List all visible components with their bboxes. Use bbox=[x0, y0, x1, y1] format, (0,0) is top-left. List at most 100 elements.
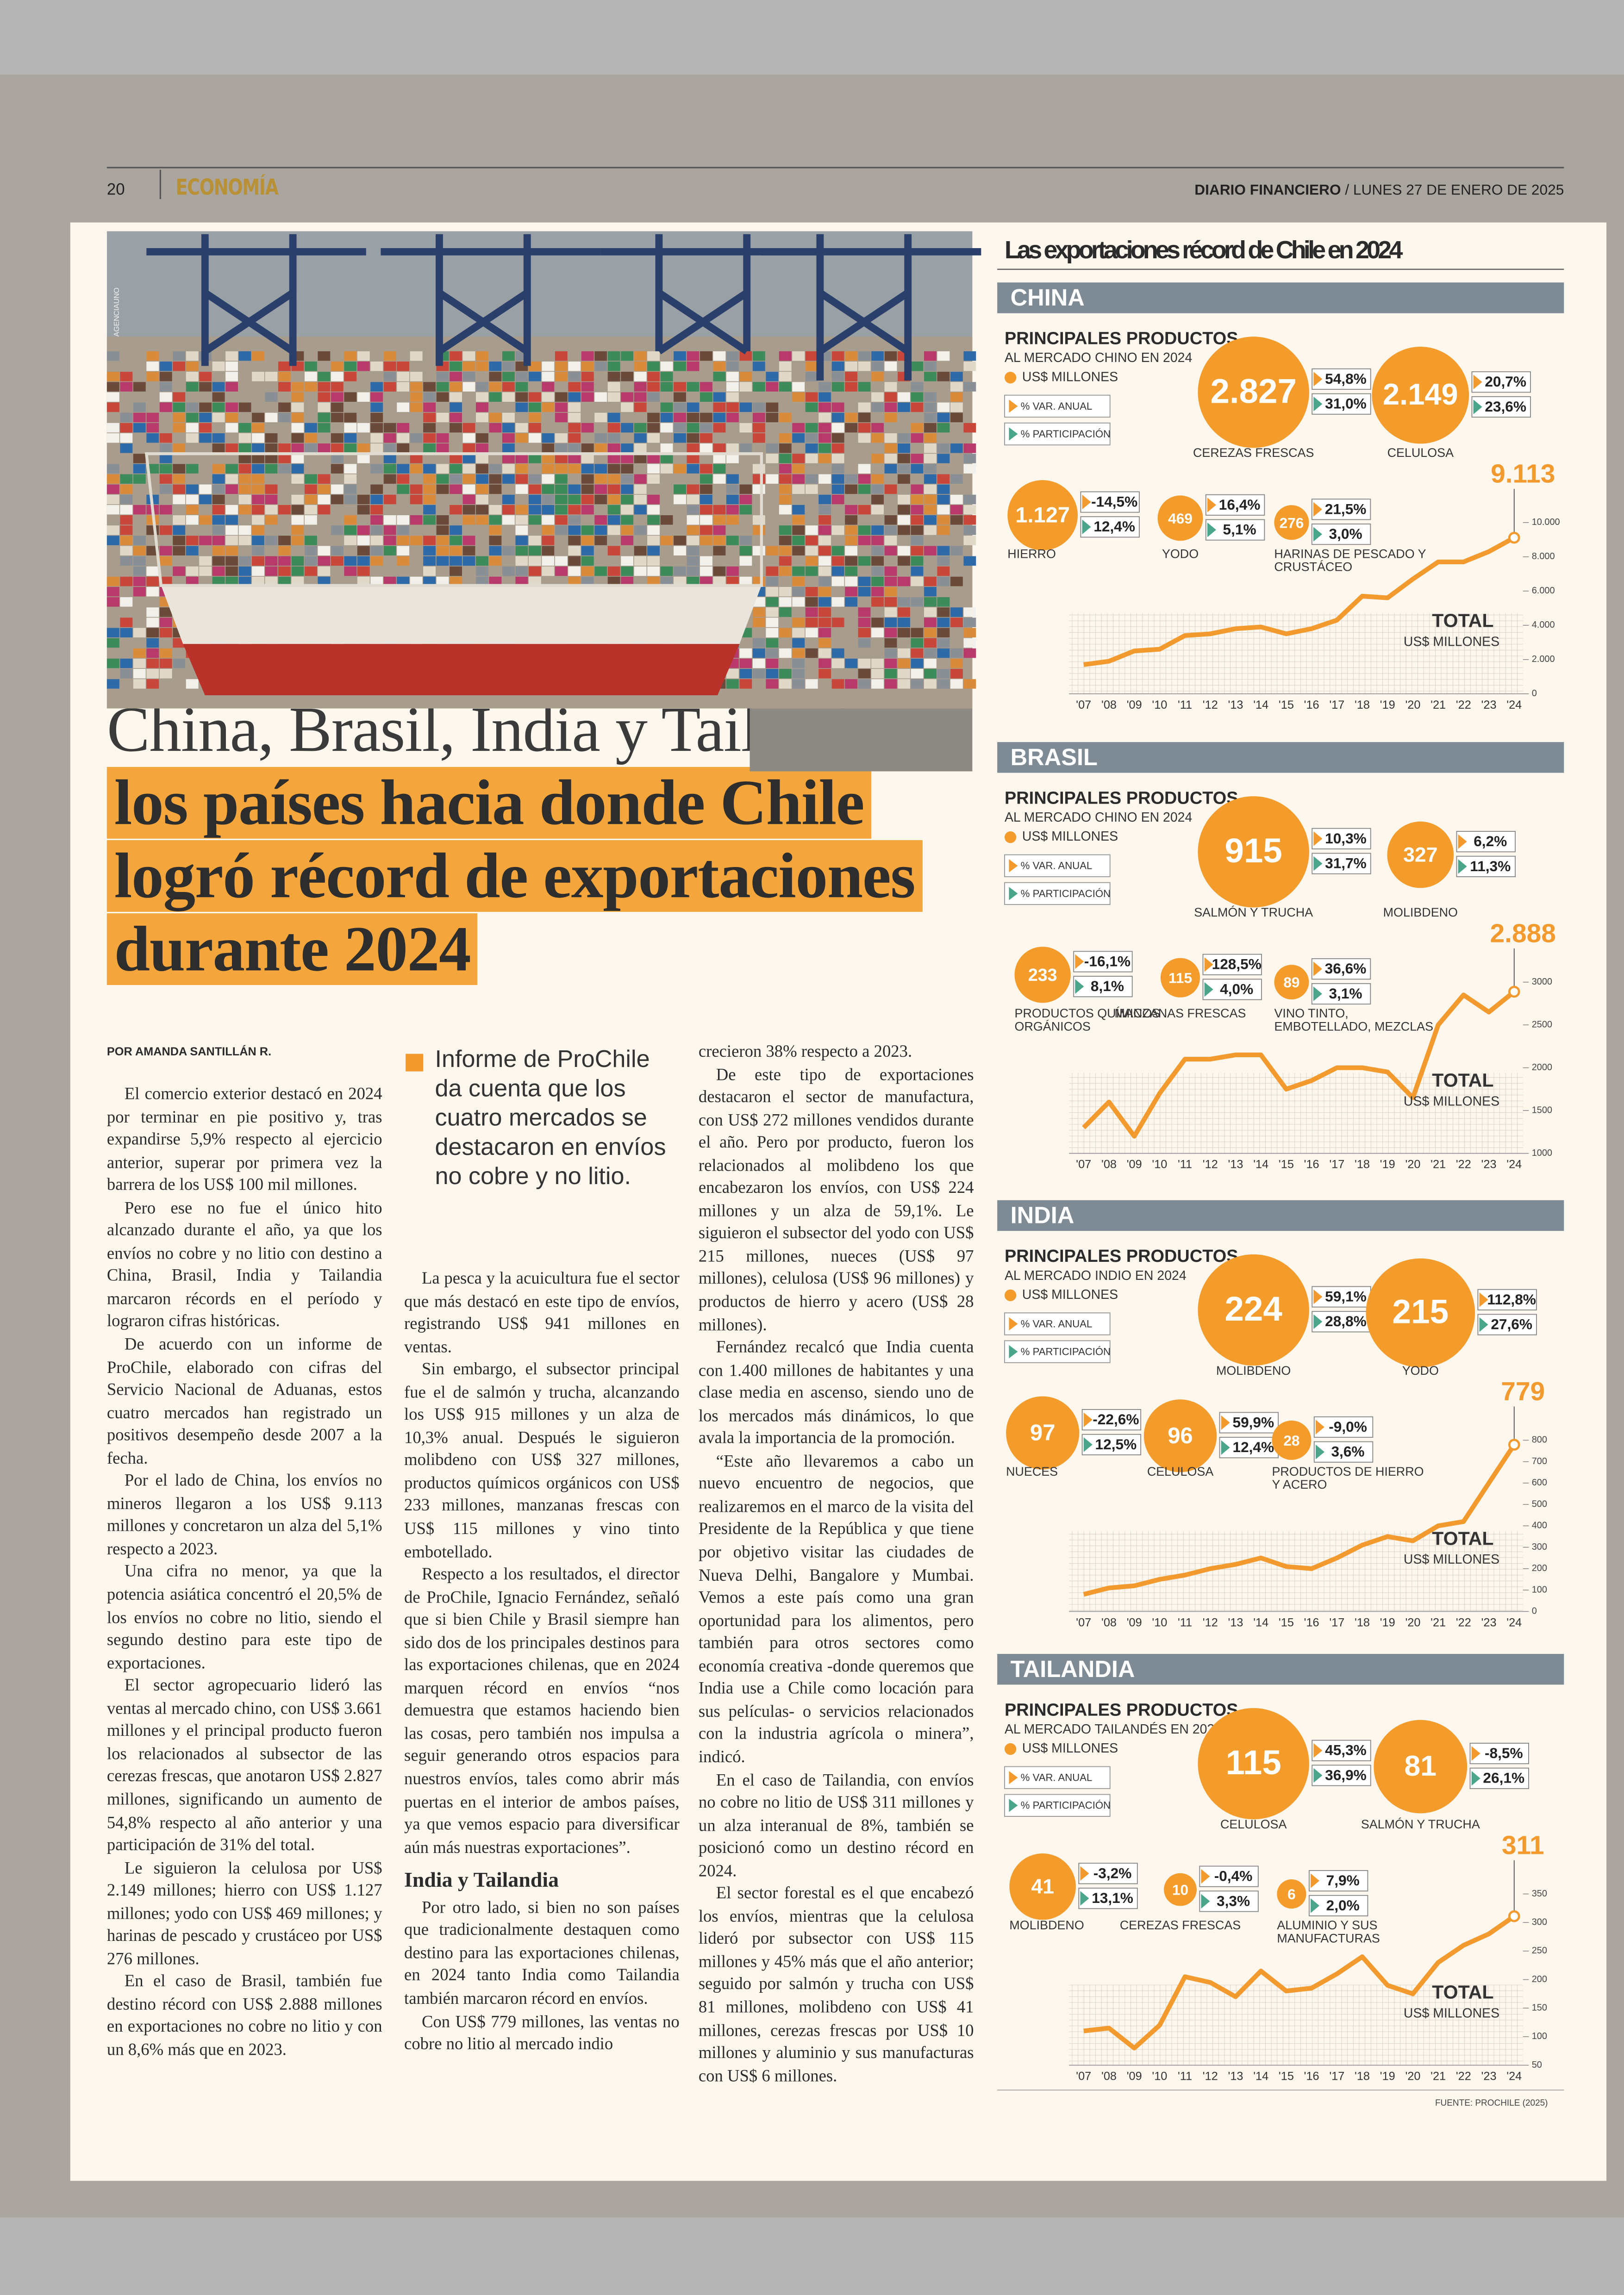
photo-container bbox=[779, 536, 792, 545]
photo-container bbox=[199, 536, 212, 545]
photo-container bbox=[528, 556, 541, 566]
photo-container bbox=[924, 607, 937, 617]
photo-container bbox=[476, 474, 488, 484]
photo-container bbox=[476, 556, 488, 566]
photo-container bbox=[462, 484, 475, 494]
photo-container bbox=[700, 566, 712, 576]
photo-container bbox=[924, 576, 937, 586]
photo-container bbox=[370, 576, 383, 586]
photo-container bbox=[726, 362, 739, 371]
infographic-title: Las exportaciones récord de Chile en 202… bbox=[1005, 236, 1403, 264]
photo-container bbox=[700, 382, 712, 392]
photo-container bbox=[555, 464, 568, 474]
photo-crane bbox=[146, 234, 366, 366]
photo-container bbox=[397, 372, 410, 381]
photo-container bbox=[818, 536, 831, 545]
photo-container bbox=[752, 423, 765, 433]
photo-container bbox=[884, 679, 897, 689]
photo-container bbox=[291, 392, 304, 402]
photo-container bbox=[476, 433, 488, 443]
text-line: MOLIBDENO bbox=[1216, 1364, 1291, 1378]
photo-container bbox=[713, 536, 726, 545]
photo-container bbox=[542, 566, 555, 576]
photo-container bbox=[159, 464, 172, 474]
photo-container bbox=[318, 474, 331, 484]
photo-container bbox=[792, 382, 805, 392]
photo-container bbox=[528, 454, 541, 463]
photo-container bbox=[555, 433, 568, 443]
photo-container bbox=[489, 505, 502, 515]
photo-container bbox=[515, 515, 528, 525]
photo-container bbox=[884, 576, 897, 586]
photo-container bbox=[607, 576, 620, 586]
photo-container bbox=[752, 382, 765, 392]
photo-crane bbox=[761, 234, 981, 381]
paragraph: Respecto a los resultados, el director d… bbox=[404, 1565, 680, 1857]
photo-container bbox=[634, 423, 647, 433]
photo-container bbox=[779, 454, 792, 463]
photo-container bbox=[924, 464, 937, 474]
photo-container bbox=[515, 566, 528, 576]
photo-container bbox=[805, 402, 818, 412]
photo-container bbox=[831, 351, 844, 361]
product-stat-box bbox=[1078, 1863, 1138, 1884]
photo-container bbox=[542, 505, 555, 515]
product-value: 41 bbox=[1031, 1876, 1054, 1898]
photo-container bbox=[173, 536, 186, 545]
photo-container bbox=[331, 382, 344, 392]
photo-container bbox=[858, 576, 871, 586]
x-tick-label: '19 bbox=[1380, 698, 1395, 711]
photo-container bbox=[621, 576, 634, 586]
photo-container bbox=[252, 566, 264, 576]
photo-container bbox=[186, 423, 199, 433]
photo-container bbox=[660, 515, 673, 525]
photo-container bbox=[660, 362, 673, 371]
x-tick-label: '10 bbox=[1152, 1616, 1167, 1629]
photo-container bbox=[502, 566, 515, 576]
photo-container bbox=[462, 464, 475, 474]
photo-container bbox=[186, 372, 199, 381]
photo-container bbox=[370, 556, 383, 566]
photo-container bbox=[805, 423, 818, 433]
photo-container bbox=[173, 474, 186, 484]
photo-container bbox=[581, 576, 594, 586]
photo-container bbox=[766, 638, 779, 648]
photo-container bbox=[687, 566, 700, 576]
photo-container bbox=[436, 443, 449, 453]
product-bubble bbox=[1387, 821, 1454, 888]
photo-container bbox=[238, 443, 251, 453]
text-line: CELULOSA bbox=[1147, 1465, 1213, 1478]
photo-container bbox=[805, 597, 818, 607]
x-tick-label: '12 bbox=[1203, 698, 1218, 711]
photo-container bbox=[845, 679, 858, 689]
photo-container bbox=[397, 382, 410, 392]
legend-icon bbox=[1009, 399, 1018, 413]
photo-credit: AGENCIAUNO bbox=[113, 287, 121, 337]
photo-container bbox=[238, 505, 251, 515]
photo-container bbox=[792, 679, 805, 689]
product-stat-label: 2,0% bbox=[1326, 1897, 1360, 1914]
photo-container bbox=[594, 515, 607, 525]
photo-container bbox=[515, 546, 528, 555]
photo-container bbox=[106, 586, 119, 597]
photo-container bbox=[133, 648, 146, 658]
photo-container bbox=[898, 576, 910, 586]
photo-container bbox=[304, 382, 317, 392]
photo-container bbox=[898, 669, 910, 679]
photo-container bbox=[238, 556, 251, 566]
photo-container bbox=[199, 556, 212, 566]
photo-container bbox=[291, 576, 304, 586]
photo-container bbox=[462, 362, 475, 371]
photo-container bbox=[700, 392, 712, 402]
paragraph: El sector agropecuario lideró las ventas… bbox=[106, 1676, 382, 1855]
photo-container bbox=[436, 464, 449, 474]
photo-container bbox=[397, 525, 410, 535]
photo-container bbox=[318, 546, 331, 555]
photo-container bbox=[950, 443, 963, 453]
photo-container bbox=[370, 546, 383, 555]
photo-container bbox=[911, 556, 924, 566]
photo-container bbox=[687, 515, 700, 525]
photo-container bbox=[383, 362, 396, 371]
photo-container bbox=[687, 464, 700, 474]
photo-container bbox=[436, 484, 449, 494]
